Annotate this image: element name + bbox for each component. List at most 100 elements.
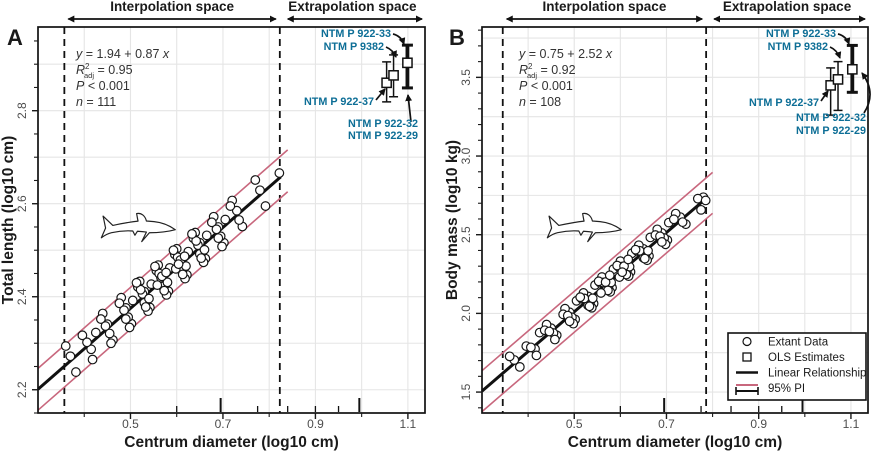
extant-data-point [127,295,138,306]
white-shark-silhouette-icon [100,212,176,243]
extant-data-point [196,253,207,264]
r2-sub: adj [527,71,537,80]
extant-data-point [696,204,706,215]
x-tick-label: 0.7 [215,417,232,431]
legend: Extant Data OLS Estimates Linear Relations… [727,332,867,401]
extant-data-point [144,293,154,304]
extant-data-point [199,244,210,255]
y-tick-label: 2.2 [15,381,29,398]
y-tick-label: 2.4 [15,288,29,305]
extant-data-point [206,217,217,228]
pi-95-line [37,149,289,369]
eq-y: y [75,47,83,61]
y-tick-label: 2.5 [459,226,473,243]
eq-mid: = 1.94 + 0.87 [82,47,163,61]
extant-data-point [677,217,688,228]
specimen-label: NTM P 922-33 [766,28,836,40]
specimen-label: NTM P 922-32 [796,112,866,124]
extant-data-point [213,233,224,244]
legend-circle-icon [742,336,752,347]
specimen-label: NTM P 922-29 [348,130,418,142]
y-tick-label: 2.0 [459,305,473,322]
p-val: < 0.001 [527,79,573,93]
extant-data-point [231,205,242,216]
extant-data-point [161,267,171,278]
interpolation-space-label: Interpolation space [543,0,667,14]
extant-data-point [617,267,628,278]
x-tick-label: 0.7 [658,417,675,431]
stats-equation: y = 0.75 + 2.52 x [518,47,613,61]
annotation-arrow [392,33,406,45]
ols-estimate-marker [832,74,844,85]
x-tick-label: 1.1 [400,417,417,431]
extant-data-point [65,351,76,362]
n-n: n [76,95,83,109]
extant-data-point [173,259,184,270]
specimen-label: NTM P 922-33 [321,28,391,40]
x-tick-label: 1.1 [843,417,860,431]
extant-data-point [120,314,131,324]
extant-data-point [187,229,197,239]
y-tick-label: 2.6 [15,195,29,212]
extant-data-point [623,254,634,265]
x-axis-title: Centrum diameter (log10 cm) [568,434,782,451]
specimen-label: NTM P 9382 [324,41,384,53]
y-axis-title: Total length (log10 cm) [0,136,17,305]
y-axis-title: Body mass (log10 kg) [444,140,461,300]
extant-data-point [179,251,190,262]
ols-estimate-marker [381,77,392,89]
x-tick-label: 0.5 [122,417,139,431]
legend-square-icon [742,352,752,362]
ols-estimate-marker [402,57,413,69]
extant-data-point [220,214,231,225]
extant-data-point [104,328,115,339]
p-P: P [519,79,528,93]
specimen-label: NTM P 922-32 [348,118,418,130]
extant-data-point [100,321,111,331]
extant-data-point [564,316,575,327]
extant-data-point [152,280,163,291]
extant-data-point [260,201,271,211]
stats-p: P < 0.001 [76,79,130,93]
r2-sup: 2 [528,62,533,71]
interpolation-space-label: Interpolation space [110,0,234,14]
extant-data-point [234,215,245,225]
legend-item-label: Extant Data [768,337,829,349]
extant-data-point [700,195,711,206]
n-n: n [519,95,526,109]
extant-data-point [549,334,560,345]
extant-data-point [250,175,261,185]
specimen-label: NTM P 922-29 [796,125,866,137]
x-tick-label: 0.5 [566,417,583,431]
extant-data-point [87,354,98,365]
extant-data-point [274,168,285,178]
pi-95-line [481,212,714,413]
r2-sup: 2 [85,62,90,71]
stats-n: n = 111 [76,95,116,109]
extant-data-point [544,326,555,337]
white-shark-silhouette-icon [546,212,622,243]
panel-border [481,26,869,414]
extrapolation-space-label: Extrapolation space [288,0,417,14]
stats-equation: y = 1.94 + 0.87 x [75,47,170,61]
specimen-label: NTM P 922-37 [304,96,374,108]
n-val: = 111 [83,95,116,109]
specimen-label: NTM P 922-37 [749,97,819,109]
n-val: = 108 [526,95,561,109]
stats-n: n = 108 [519,95,561,109]
panel-letter: A [7,25,23,50]
extant-data-point [639,253,650,264]
extant-data-point [60,341,71,351]
extant-data-point [575,292,586,303]
x-tick-label: 0.9 [307,417,324,431]
r2-val: = 0.95 [94,63,133,77]
r2-val: = 0.92 [537,63,576,77]
extant-data-point [531,350,542,361]
extant-data-point [159,285,170,296]
legend-item-label: Linear Relationship [768,368,866,380]
r2-R: R [76,63,85,77]
annotation-arrow [837,33,851,45]
extrapolation-space-label: Extrapolation space [723,0,852,14]
annotation-arrow [405,94,413,123]
